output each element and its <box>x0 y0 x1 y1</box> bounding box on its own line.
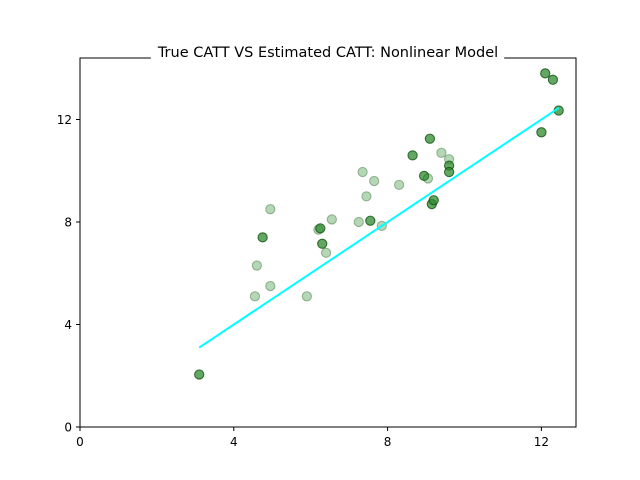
data-point-13 <box>357 166 368 178</box>
data-point-15 <box>365 215 376 226</box>
data-point-9 <box>317 238 328 249</box>
data-point-30 <box>540 68 551 79</box>
data-point-22 <box>424 133 436 144</box>
x-tick-label-1: 4 <box>230 435 238 449</box>
data-point-5 <box>265 280 276 292</box>
data-point-24 <box>428 195 439 206</box>
data-point-8 <box>315 223 326 234</box>
data-point-6 <box>301 291 313 302</box>
x-tick-label-3: 12 <box>534 435 549 449</box>
axes-frame <box>79 57 577 428</box>
y-tick-label-0: 0 <box>64 421 72 435</box>
data-point-16 <box>368 175 380 187</box>
data-point-19 <box>407 150 418 161</box>
data-point-4 <box>265 204 276 215</box>
y-tick-label-1: 4 <box>64 318 72 332</box>
y-tick-label-2: 8 <box>64 216 72 230</box>
points-layer <box>194 68 564 380</box>
data-point-3 <box>257 232 268 243</box>
data-point-2 <box>251 260 263 271</box>
data-point-18 <box>393 179 405 190</box>
data-point-10 <box>320 247 332 258</box>
chart-title-background <box>150 44 505 64</box>
data-point-0 <box>194 369 205 380</box>
x-tick-label-2: 8 <box>384 435 392 449</box>
data-point-21 <box>422 173 434 184</box>
data-point-29 <box>536 127 547 138</box>
data-point-14 <box>361 191 372 202</box>
ticks-layer: 0 4 8 12 0 4 8 12 <box>57 113 549 449</box>
fit-line <box>198 107 560 349</box>
data-point-11 <box>326 214 337 225</box>
fit-line-layer <box>198 107 560 349</box>
data-point-25 <box>436 147 447 158</box>
data-point-1 <box>249 291 261 302</box>
data-point-20 <box>418 170 430 182</box>
y-tick-label-3: 12 <box>57 113 72 127</box>
axes-layer <box>79 57 577 428</box>
chart-title: True CATT VS Estimated CATT: Nonlinear M… <box>157 45 498 61</box>
data-point-12 <box>353 216 364 228</box>
data-point-28 <box>443 166 455 178</box>
data-point-31 <box>547 74 559 85</box>
x-tick-label-0: 0 <box>76 435 84 449</box>
